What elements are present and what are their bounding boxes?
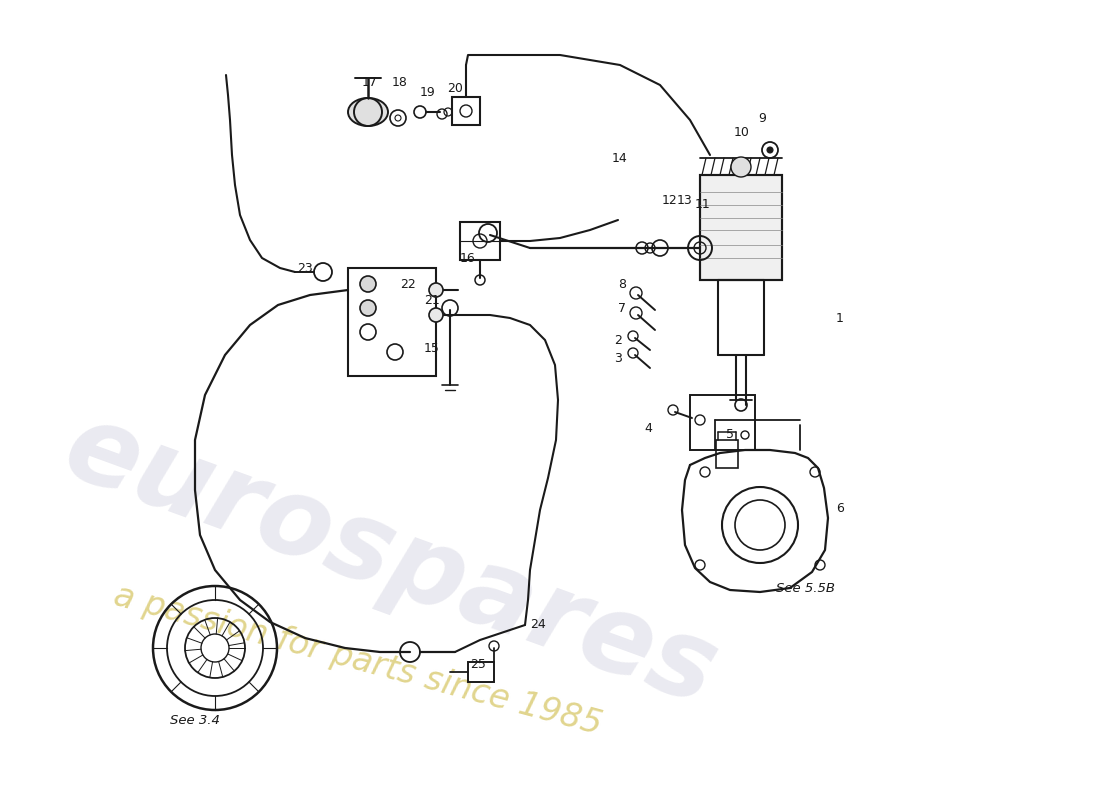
Text: 1: 1 xyxy=(836,311,844,325)
Text: 21: 21 xyxy=(425,294,440,306)
Bar xyxy=(460,222,500,260)
Text: 7: 7 xyxy=(618,302,626,314)
Bar xyxy=(348,268,436,376)
Text: eurospares: eurospares xyxy=(50,393,730,727)
Text: 13: 13 xyxy=(678,194,693,206)
Text: 17: 17 xyxy=(362,75,378,89)
Circle shape xyxy=(732,157,751,177)
Text: See 5.5B: See 5.5B xyxy=(776,582,835,594)
Ellipse shape xyxy=(348,98,388,126)
Text: See 3.4: See 3.4 xyxy=(170,714,220,726)
Text: 20: 20 xyxy=(447,82,463,94)
Circle shape xyxy=(767,147,773,153)
Text: 16: 16 xyxy=(460,251,476,265)
Text: 22: 22 xyxy=(400,278,416,291)
Bar xyxy=(716,440,738,468)
Text: 12: 12 xyxy=(662,194,678,206)
Bar xyxy=(452,97,480,125)
Text: 19: 19 xyxy=(420,86,436,99)
Text: 11: 11 xyxy=(695,198,711,211)
Text: 3: 3 xyxy=(614,351,622,365)
Text: 24: 24 xyxy=(530,618,546,631)
Circle shape xyxy=(360,276,376,292)
Circle shape xyxy=(429,308,443,322)
Text: 15: 15 xyxy=(425,342,440,354)
Circle shape xyxy=(429,283,443,297)
Bar xyxy=(468,662,494,682)
Text: 6: 6 xyxy=(836,502,844,514)
Text: 18: 18 xyxy=(392,75,408,89)
Text: 2: 2 xyxy=(614,334,622,346)
Text: a passion for parts since 1985: a passion for parts since 1985 xyxy=(110,579,605,741)
Text: 23: 23 xyxy=(297,262,312,274)
Bar xyxy=(690,395,755,450)
Circle shape xyxy=(360,300,376,316)
Text: 9: 9 xyxy=(758,111,766,125)
Text: 8: 8 xyxy=(618,278,626,291)
Text: 14: 14 xyxy=(612,151,628,165)
Text: 5: 5 xyxy=(726,429,734,442)
Bar xyxy=(700,175,782,280)
Text: 25: 25 xyxy=(470,658,486,671)
Bar xyxy=(700,175,782,280)
Text: 4: 4 xyxy=(645,422,652,434)
Text: 10: 10 xyxy=(734,126,750,139)
